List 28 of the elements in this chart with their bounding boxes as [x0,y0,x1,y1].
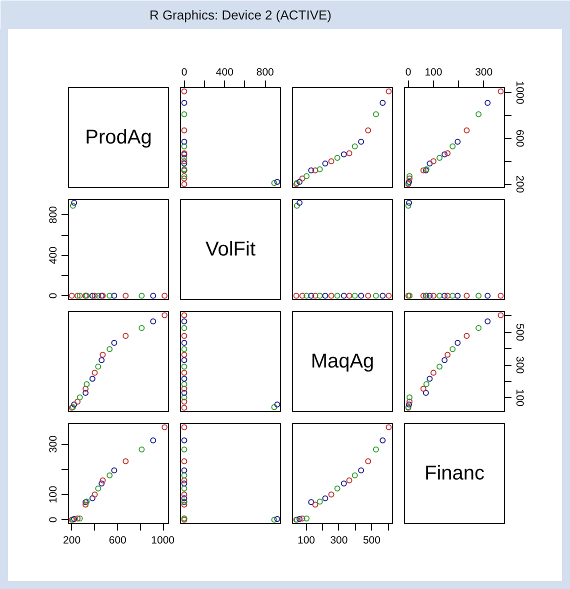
y-tick-label: 0 [48,516,60,523]
x-tick-label: 500 [362,534,381,546]
x-tick-label: 600 [108,534,127,546]
y-tick-label: 200 [514,175,526,194]
text: ProdAg [85,126,152,148]
y-tick-label: 800 [48,206,60,224]
x-tick-label: 100 [297,534,316,546]
x-tick-label: 0 [405,66,412,78]
x-tick-label: 400 [216,66,234,78]
y-tick-label: 100 [514,388,526,407]
text: VolFit [205,238,256,260]
x-tick-label: 1000 [151,534,175,546]
y-tick-label: 400 [48,246,60,264]
x-tick-label: 0 [181,66,188,78]
x-tick-label: 100 [424,66,442,78]
x-tick-label: 800 [256,66,274,78]
y-tick-label: 500 [514,324,526,342]
x-tick-label: 300 [475,66,493,78]
text: Financ [424,462,485,484]
y-tick-label: 300 [514,356,526,374]
y-tick-label: 600 [514,130,526,148]
text: MaqAg [310,350,374,372]
y-tick-label: 100 [48,486,60,504]
y-tick-label: 0 [48,292,60,299]
x-tick-label: 300 [330,534,348,546]
y-tick-label: 300 [48,435,60,453]
text: R Graphics: Device 2 (ACTIVE) [149,8,332,22]
x-tick-label: 200 [63,534,81,546]
